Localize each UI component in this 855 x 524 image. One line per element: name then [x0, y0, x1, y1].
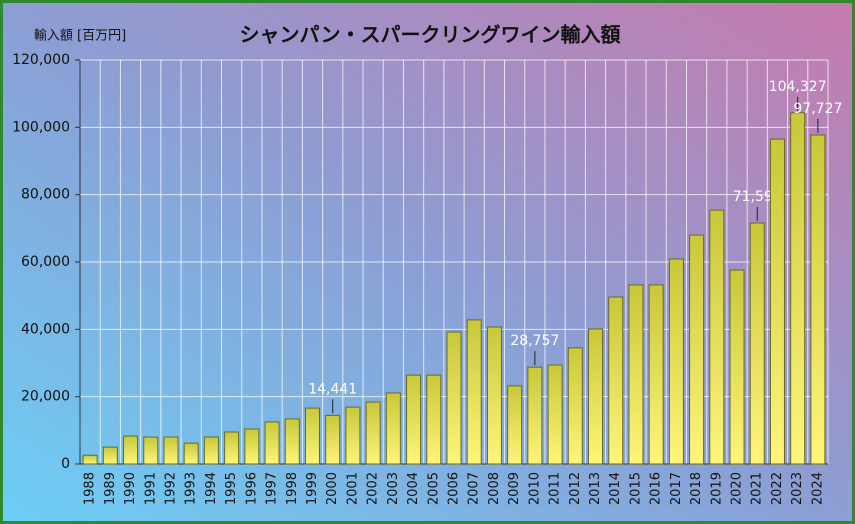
- bar: [709, 209, 725, 465]
- data-label: 28,757: [510, 333, 559, 349]
- x-tick-label: 2011: [548, 472, 563, 505]
- bar: [244, 428, 260, 465]
- x-tick-label: 1994: [204, 472, 219, 505]
- bar: [163, 436, 179, 465]
- x-tick-label: 2024: [810, 472, 825, 505]
- bar: [466, 319, 482, 465]
- bar: [567, 347, 583, 465]
- bar: [810, 134, 826, 465]
- y-tick-label: 60,000: [21, 254, 70, 270]
- x-tick-label: 2019: [709, 472, 724, 505]
- x-tick-label: 2016: [649, 472, 664, 505]
- x-tick-label: 1989: [103, 472, 118, 505]
- bar: [264, 421, 280, 465]
- bar: [325, 414, 341, 465]
- y-tick-label: 40,000: [21, 321, 70, 337]
- x-tick-label: 2004: [406, 472, 421, 505]
- x-tick-label: 2021: [750, 472, 765, 505]
- bar: [648, 284, 664, 465]
- x-tick-label: 1998: [285, 472, 300, 505]
- bar: [345, 406, 361, 465]
- bar: [668, 258, 684, 465]
- bar: [446, 331, 462, 465]
- x-tick-label: 2003: [386, 472, 401, 505]
- x-tick-label: 1993: [184, 472, 199, 505]
- y-tick-label: 0: [61, 456, 70, 472]
- x-tick-label: 2013: [588, 472, 603, 505]
- x-tick-label: 1995: [224, 472, 239, 505]
- x-tick-label: 2017: [669, 472, 684, 505]
- y-tick-label: 100,000: [12, 119, 70, 135]
- x-tick-label: 2012: [568, 472, 583, 505]
- bar: [123, 435, 139, 465]
- bar: [385, 392, 401, 465]
- bar: [689, 234, 705, 465]
- bar: [304, 407, 320, 465]
- bar: [284, 418, 300, 465]
- x-tick-label: 1999: [305, 472, 320, 505]
- x-tick-label: 2010: [527, 472, 542, 505]
- bar: [102, 446, 118, 465]
- bar: [507, 385, 523, 465]
- bar: [183, 442, 199, 465]
- x-tick-label: 2018: [689, 472, 704, 505]
- bar: [224, 431, 240, 465]
- x-tick-label: 2022: [770, 472, 785, 505]
- x-tick-label: 2023: [790, 472, 805, 505]
- data-label: 97,727: [793, 101, 842, 117]
- x-tick-label: 2007: [467, 472, 482, 505]
- bar: [486, 326, 502, 465]
- data-label: 71,592: [733, 189, 782, 205]
- x-tick-label: 2009: [507, 472, 522, 505]
- y-tick-label: 80,000: [21, 187, 70, 203]
- bar: [547, 364, 563, 465]
- bar: [203, 436, 219, 465]
- bar: [608, 296, 624, 465]
- x-tick-label: 1990: [123, 472, 138, 505]
- x-tick-label: 2020: [730, 472, 745, 505]
- bar: [749, 222, 765, 465]
- data-label: 14,441: [308, 381, 357, 397]
- x-tick-label: 1997: [265, 472, 280, 505]
- bar: [143, 436, 159, 465]
- bar: [588, 328, 604, 465]
- chart-title: シャンパン・スパークリングワイン輸入額: [240, 23, 621, 47]
- x-tick-label: 2008: [487, 472, 502, 505]
- bar: [790, 112, 806, 465]
- x-tick-label: 2005: [426, 472, 441, 505]
- x-tick-label: 2002: [366, 472, 381, 505]
- y-axis-label: 輸入額 [百万円]: [34, 29, 126, 44]
- x-tick-label: 1991: [143, 472, 158, 505]
- x-tick-label: 2015: [628, 472, 643, 505]
- x-tick-label: 2006: [447, 472, 462, 505]
- bar: [527, 366, 543, 465]
- y-tick-label: 120,000: [12, 52, 70, 68]
- bar: [406, 374, 422, 465]
- x-tick-label: 2000: [325, 472, 340, 505]
- bar: [426, 374, 442, 465]
- y-tick-label: 20,000: [21, 389, 70, 405]
- bar: [82, 454, 98, 465]
- x-tick-label: 1992: [163, 472, 178, 505]
- x-tick-label: 2014: [608, 472, 623, 505]
- bar: [365, 401, 381, 465]
- bar: [769, 138, 785, 465]
- x-tick-label: 1996: [244, 472, 259, 505]
- bar: [628, 284, 644, 465]
- data-label: 104,327: [769, 79, 827, 95]
- bar: [729, 269, 745, 465]
- x-tick-label: 2001: [345, 472, 360, 505]
- x-tick-label: 1988: [83, 472, 98, 505]
